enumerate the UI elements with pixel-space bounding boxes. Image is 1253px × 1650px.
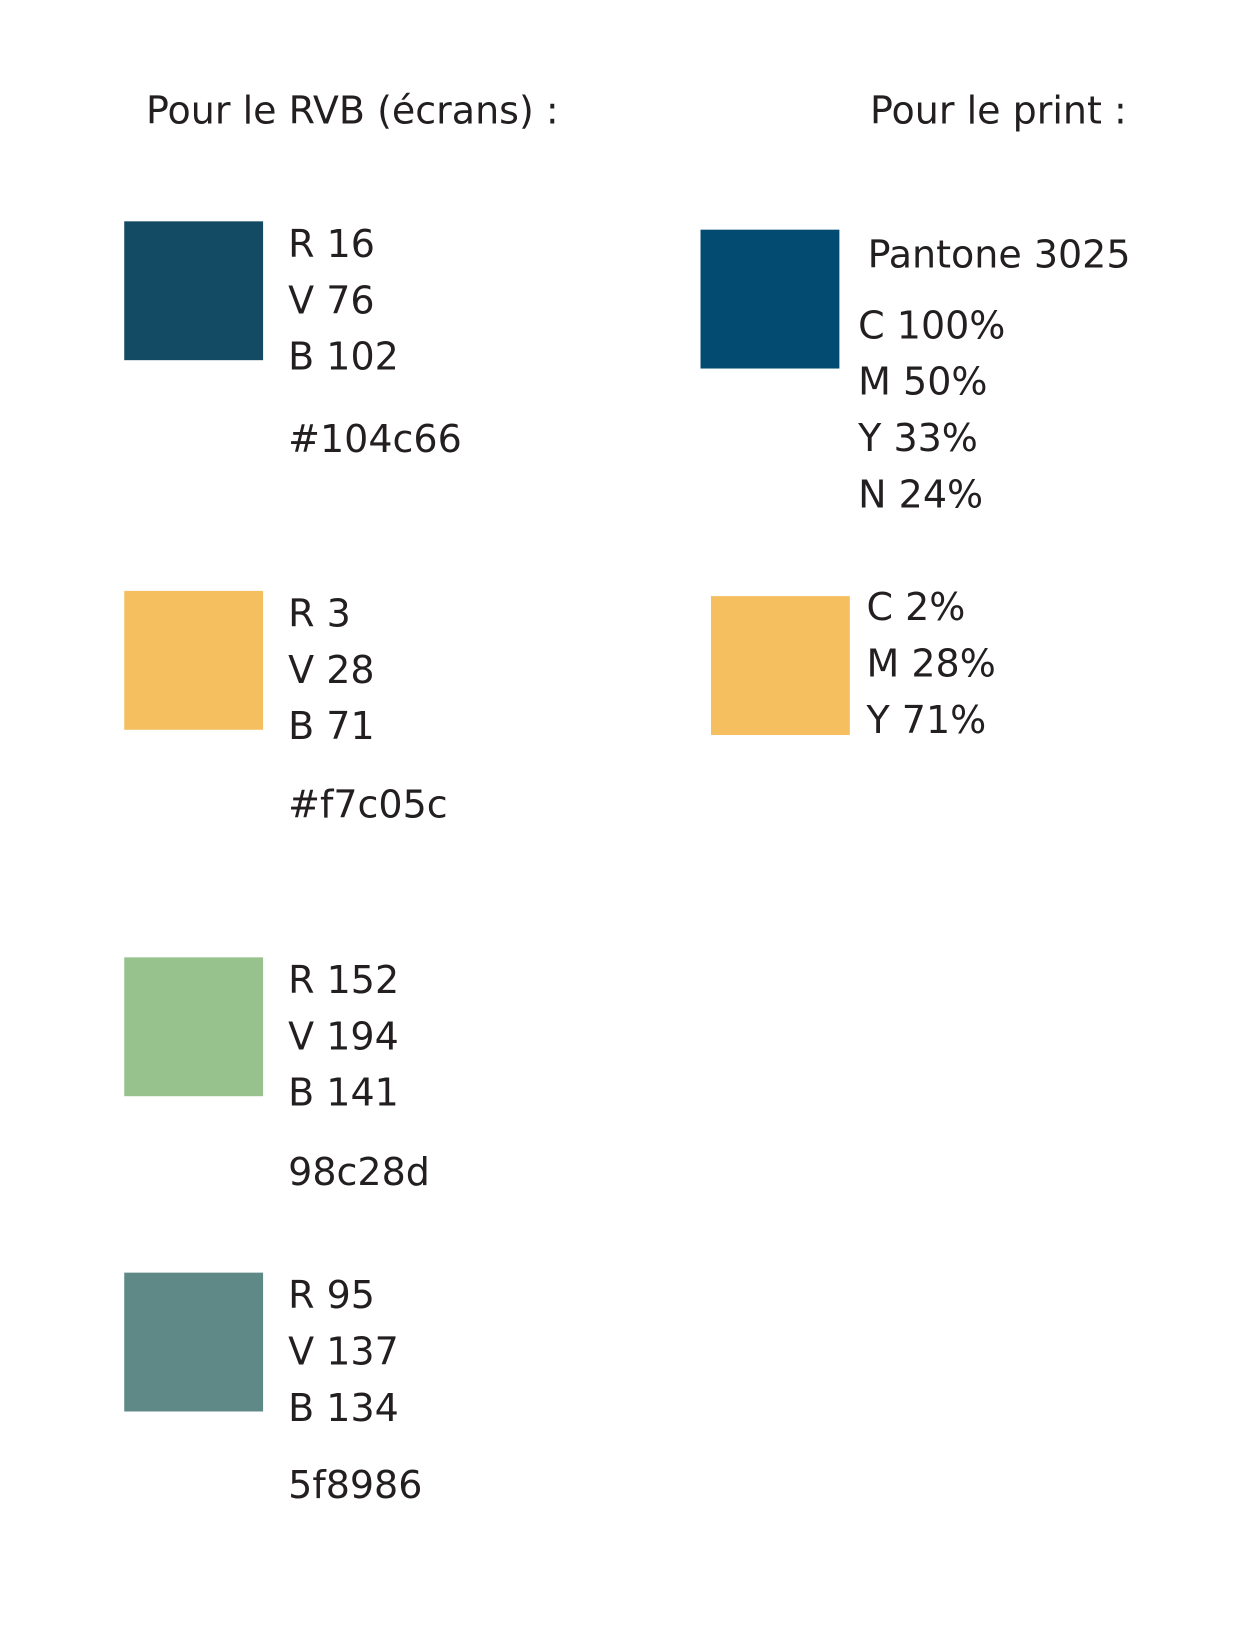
- color-swatch: [124, 957, 264, 1097]
- color-value: R 95: [288, 1273, 375, 1317]
- color-swatch: [124, 1272, 264, 1412]
- color-value: V 194: [288, 1014, 399, 1058]
- color-value: R 16: [288, 222, 375, 266]
- color-value: R 152: [288, 958, 399, 1002]
- color-value: V 28: [288, 648, 374, 692]
- color-value: B 102: [288, 335, 399, 379]
- hex-code: #104c66: [288, 417, 462, 461]
- color-value: V 137: [288, 1330, 399, 1374]
- color-value: N 24%: [858, 472, 983, 516]
- hex-code: #f7c05c: [288, 783, 448, 827]
- hex-code: 98c28d: [288, 1150, 430, 1194]
- color-swatch: [700, 229, 840, 369]
- color-value: M 28%: [867, 642, 996, 686]
- color-value: C 2%: [867, 585, 966, 629]
- color-value: M 50%: [858, 360, 987, 404]
- rgb-title: Pour le RVB (écrans) :: [146, 89, 559, 133]
- color-value: B 71: [288, 704, 375, 748]
- print-title: Pour le print :: [870, 89, 1127, 133]
- color-value: B 141: [288, 1071, 399, 1115]
- color-swatch: [710, 596, 850, 735]
- color-swatch: [124, 590, 264, 730]
- color-swatch: [124, 221, 264, 361]
- color-value: Y 33%: [857, 416, 978, 460]
- pantone-name: Pantone 3025: [868, 232, 1131, 276]
- color-value: R 3: [288, 591, 351, 635]
- color-value: V 76: [288, 278, 374, 322]
- color-value: B 134: [288, 1386, 399, 1430]
- hex-code: 5f8986: [288, 1463, 422, 1507]
- color-value: C 100%: [858, 303, 1005, 347]
- color-value: Y 71%: [866, 698, 987, 742]
